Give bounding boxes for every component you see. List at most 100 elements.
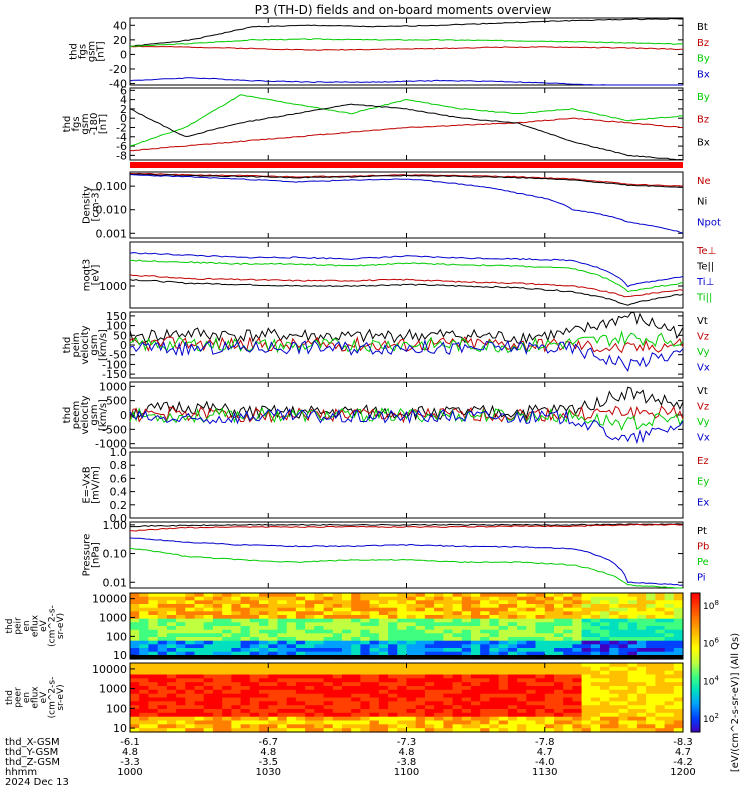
spectrogram-cell	[535, 618, 546, 623]
spectrogram-cell	[378, 674, 389, 679]
spectrogram-cell	[618, 689, 629, 695]
spectrogram-cell	[406, 666, 417, 672]
y-tick-label: 0.10	[103, 548, 128, 561]
spectrogram-cell	[212, 720, 223, 725]
spectrogram-cell	[360, 648, 371, 653]
spectrogram-cell	[461, 697, 472, 702]
spectrogram-cell	[489, 637, 500, 642]
spectrogram-cell	[627, 697, 638, 702]
spectrogram-cell	[231, 678, 242, 683]
colorbar-tick-label: 102	[703, 712, 719, 725]
spectrogram-cell	[259, 701, 269, 706]
spectrogram-cell	[388, 607, 398, 612]
spectrogram-cell	[618, 709, 629, 714]
spectrogram-cell	[498, 697, 509, 702]
spectrogram-cell	[231, 618, 242, 623]
spectrogram-cell	[323, 629, 334, 634]
spectrogram-cell	[406, 593, 417, 598]
spectrogram-cell	[517, 651, 527, 656]
ephemeris-value: -6.1	[120, 737, 140, 748]
spectrogram-cell	[139, 604, 149, 609]
spectrogram-cell	[517, 607, 527, 612]
spectrogram-cell	[655, 648, 666, 653]
colorbar-tick-label: 104	[703, 674, 719, 687]
spectrogram-cell	[157, 712, 168, 718]
spectrogram-cell	[554, 666, 564, 672]
spectrogram-cell	[259, 607, 269, 612]
legend-Npot: Npot	[697, 217, 721, 228]
spectrogram-cell	[461, 705, 472, 710]
spectrogram-cell	[563, 689, 573, 695]
spectrogram-cell	[176, 618, 186, 623]
spectrogram-cell	[212, 640, 223, 645]
spectrogram-cell	[461, 663, 472, 668]
y-tick-label: 100	[106, 702, 127, 715]
spectrogram-cell	[673, 693, 684, 699]
spectrogram-cell	[452, 678, 463, 683]
spectrogram-cell	[314, 666, 325, 672]
spectrogram-cell	[609, 622, 620, 627]
spectrogram-cell	[323, 682, 334, 687]
spectrogram-cell	[323, 596, 334, 601]
spectrogram-cell	[212, 709, 223, 714]
y-tick-label: -20	[109, 63, 127, 76]
spectrogram-cell	[590, 611, 601, 616]
spectrogram-cell	[627, 724, 638, 729]
spectrogram-cell	[397, 712, 408, 718]
spectrogram-cell	[452, 682, 463, 687]
spectrogram-cell	[498, 682, 509, 687]
spectrogram-cell	[609, 697, 620, 702]
spectrogram-cell	[249, 724, 260, 729]
legend-Vx: Vx	[697, 363, 710, 374]
spectrogram-cell	[646, 648, 656, 653]
legend-Bt: Bt	[697, 22, 708, 33]
spectrogram-cell	[554, 640, 564, 645]
spectrogram-cell	[627, 600, 638, 605]
spectrogram-cell	[655, 644, 666, 649]
spectrogram-cell	[342, 701, 352, 706]
spectrogram-cell	[443, 648, 454, 653]
spectrogram-cell	[314, 678, 325, 683]
spectrogram-cell	[397, 678, 408, 683]
spectrogram-cell	[277, 705, 288, 710]
spectrogram-cell	[231, 615, 242, 620]
spectrogram-cell	[212, 622, 223, 627]
spectrogram-cell	[369, 693, 380, 699]
spectrogram-cell	[489, 689, 500, 695]
spectrogram-cell	[590, 705, 601, 710]
spectrogram-cell	[342, 674, 352, 679]
spectrogram-cell	[609, 604, 620, 609]
spectrogram-cell	[673, 686, 684, 691]
spectrogram-cell	[498, 686, 509, 691]
spectrogram-cell	[378, 701, 389, 706]
spectrogram-cell	[452, 663, 463, 668]
spectrogram-cell	[212, 637, 223, 642]
spectrogram-cell	[314, 697, 325, 702]
spectrogram-cell	[517, 682, 527, 687]
spectrogram-cell	[203, 720, 214, 725]
spectrogram-cell	[563, 626, 573, 631]
spectrogram-cell	[332, 728, 343, 733]
spectrogram-cell	[415, 712, 426, 718]
spectrogram-cell	[378, 682, 389, 687]
spectrogram-cell	[498, 596, 509, 601]
spectrogram-cell	[415, 622, 426, 627]
spectrogram-cell	[489, 670, 500, 676]
spectrogram-cell	[268, 663, 279, 668]
spectrogram-cell	[222, 629, 232, 634]
spectrogram-cell	[627, 678, 638, 683]
spectrogram-cell	[157, 670, 168, 676]
spectrogram-cell	[554, 604, 564, 609]
spectrogram-cell	[194, 697, 205, 702]
spectrogram-cell	[240, 697, 251, 702]
spectrogram-cell	[295, 629, 306, 634]
spectrogram-cell	[342, 712, 352, 718]
spectrogram-cell	[563, 593, 573, 598]
spectrogram-cell	[443, 618, 454, 623]
spectrogram-cell	[618, 670, 629, 676]
y-tick-label: 50	[113, 329, 127, 342]
spectrogram-cell	[572, 611, 583, 616]
spectrogram-cell	[240, 633, 251, 638]
spectrogram-cell	[360, 593, 371, 598]
